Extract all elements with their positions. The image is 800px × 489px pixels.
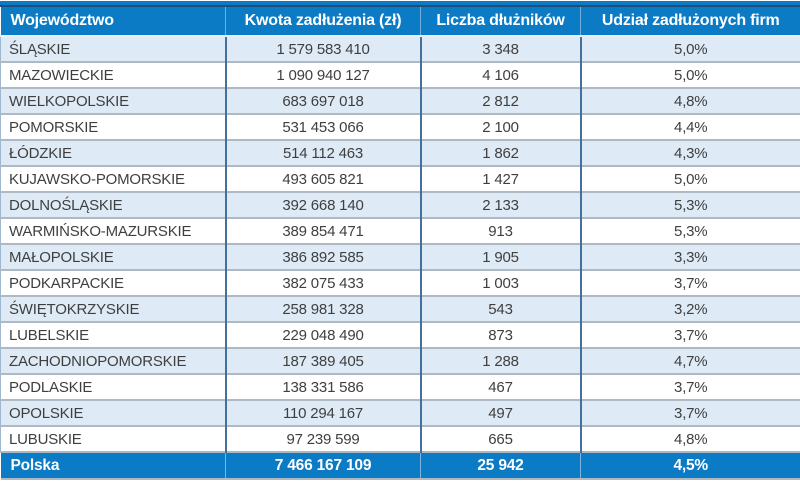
table-row: POMORSKIE 531 453 066 2 100 4,4% [0,113,800,140]
amount-cell: 187 389 405 [224,347,421,374]
share-cell: 4,3% [579,139,800,166]
share-cell: 3,2% [579,295,800,322]
region-cell: ŁÓDZKIE [0,139,226,166]
amount-cell: 110 294 167 [224,399,421,426]
debtors-cell: 665 [419,425,581,452]
region-cell: WARMIŃSKO-MAZURSKIE [0,217,226,244]
region-cell: ŚLĄSKIE [0,35,226,62]
table-body: ŚLĄSKIE 1 579 583 410 3 348 5,0% MAZOWIE… [0,35,800,452]
table-row: MAŁOPOLSKIE 386 892 585 1 905 3,3% [0,243,800,270]
amount-cell: 386 892 585 [224,243,421,270]
debtors-cell: 1 427 [419,165,581,192]
share-cell: 4,8% [579,87,800,114]
region-cell: LUBUSKIE [0,425,226,452]
column-header-debtors: Liczba dłużników [420,7,581,36]
table-row: LUBELSKIE 229 048 490 873 3,7% [0,321,800,348]
region-cell: MAŁOPOLSKIE [0,243,226,270]
table-row: OPOLSKIE 110 294 167 497 3,7% [0,399,800,426]
debtors-cell: 1 003 [419,269,581,296]
debtors-cell: 543 [419,295,581,322]
debtors-cell: 873 [419,321,581,348]
share-cell: 5,0% [579,35,800,62]
amount-cell: 683 697 018 [224,87,421,114]
share-cell: 4,7% [579,347,800,374]
debtors-cell: 2 100 [419,113,581,140]
amount-cell: 493 605 821 [224,165,421,192]
debtors-cell: 4 106 [419,61,581,88]
share-cell: 3,7% [579,321,800,348]
region-cell: PODKARPACKIE [0,269,226,296]
region-cell: OPOLSKIE [0,399,226,426]
region-cell: PODLASKIE [0,373,226,400]
region-cell: ŚWIĘTOKRZYSKIE [0,295,226,322]
share-cell: 3,7% [579,373,800,400]
debtors-cell: 913 [419,217,581,244]
column-header-region: Województwo [0,7,226,36]
table-row: ŚWIĘTOKRZYSKIE 258 981 328 543 3,2% [0,295,800,322]
total-amount-cell: 7 466 167 109 [225,451,421,480]
header-row: Województwo Kwota zadłużenia (zł) Liczba… [0,7,800,36]
debtors-cell: 467 [419,373,581,400]
debtors-cell: 1 288 [419,347,581,374]
table-footer: Polska 7 466 167 109 25 942 4,5% [0,451,800,480]
table-row: PODLASKIE 138 331 586 467 3,7% [0,373,800,400]
column-header-amount: Kwota zadłużenia (zł) [225,7,421,36]
debtors-cell: 497 [419,399,581,426]
amount-cell: 97 239 599 [224,425,421,452]
total-region-cell: Polska [0,451,226,480]
amount-cell: 531 453 066 [224,113,421,140]
amount-cell: 389 854 471 [224,217,421,244]
debtors-cell: 2 133 [419,191,581,218]
table-row: KUJAWSKO-POMORSKIE 493 605 821 1 427 5,0… [0,165,800,192]
table-row: LUBUSKIE 97 239 599 665 4,8% [0,425,800,452]
table-row: MAZOWIECKIE 1 090 940 127 4 106 5,0% [0,61,800,88]
amount-cell: 258 981 328 [224,295,421,322]
table-row: DOLNOŚLĄSKIE 392 668 140 2 133 5,3% [0,191,800,218]
table-row: PODKARPACKIE 382 075 433 1 003 3,7% [0,269,800,296]
amount-cell: 514 112 463 [224,139,421,166]
debtors-cell: 2 812 [419,87,581,114]
total-share-cell: 4,5% [580,451,800,480]
region-cell: DOLNOŚLĄSKIE [0,191,226,218]
share-cell: 3,3% [579,243,800,270]
table-row: WIELKOPOLSKIE 683 697 018 2 812 4,8% [0,87,800,114]
share-cell: 5,3% [579,191,800,218]
total-debtors-cell: 25 942 [420,451,581,480]
region-cell: POMORSKIE [0,113,226,140]
debtors-cell: 1 862 [419,139,581,166]
region-cell: ZACHODNIOPOMORSKIE [0,347,226,374]
share-cell: 5,0% [579,61,800,88]
share-cell: 5,0% [579,165,800,192]
debt-by-voivodeship-table: Województwo Kwota zadłużenia (zł) Liczba… [0,7,800,480]
region-cell: LUBELSKIE [0,321,226,348]
amount-cell: 1 579 583 410 [224,35,421,62]
share-cell: 3,7% [579,269,800,296]
amount-cell: 392 668 140 [224,191,421,218]
share-cell: 4,8% [579,425,800,452]
table-row: WARMIŃSKO-MAZURSKIE 389 854 471 913 5,3% [0,217,800,244]
share-cell: 3,7% [579,399,800,426]
amount-cell: 229 048 490 [224,321,421,348]
table-row: ŁÓDZKIE 514 112 463 1 862 4,3% [0,139,800,166]
top-navy-line [0,5,800,7]
amount-cell: 382 075 433 [224,269,421,296]
debtors-cell: 1 905 [419,243,581,270]
region-cell: WIELKOPOLSKIE [0,87,226,114]
amount-cell: 138 331 586 [224,373,421,400]
share-cell: 5,3% [579,217,800,244]
table-row: ŚLĄSKIE 1 579 583 410 3 348 5,0% [0,35,800,62]
amount-cell: 1 090 940 127 [224,61,421,88]
region-cell: MAZOWIECKIE [0,61,226,88]
table-row: ZACHODNIOPOMORSKIE 187 389 405 1 288 4,7… [0,347,800,374]
table-header: Województwo Kwota zadłużenia (zł) Liczba… [0,7,800,36]
column-header-share: Udział zadłużonych firm [580,7,800,36]
region-cell: KUJAWSKO-POMORSKIE [0,165,226,192]
share-cell: 4,4% [579,113,800,140]
total-row: Polska 7 466 167 109 25 942 4,5% [0,451,800,480]
top-accent-bar [0,1,800,5]
debtors-cell: 3 348 [419,35,581,62]
